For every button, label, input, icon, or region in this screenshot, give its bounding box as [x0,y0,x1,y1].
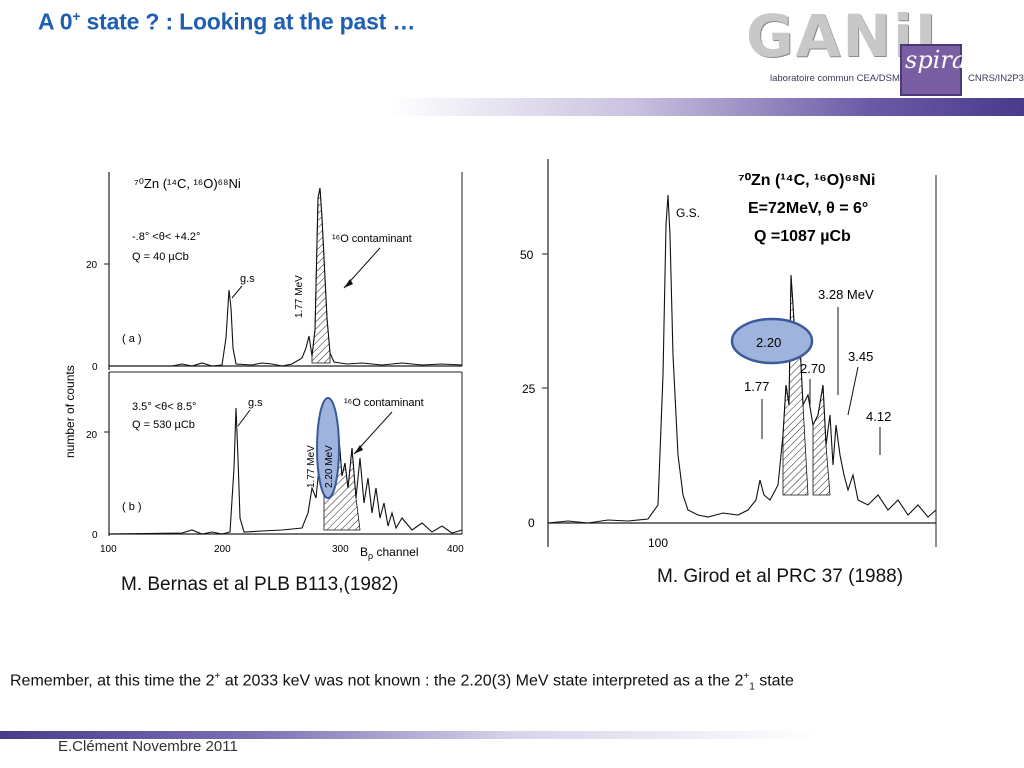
figure-right-spectrum: 50 25 0 100 ⁷⁰Zn (¹⁴C, ¹⁶O)⁶⁸Ni E=72MeV,… [508,155,938,555]
slide-footer: E.Clément Novembre 2011 [58,738,238,755]
x-tick-400: 400 [447,544,464,555]
panel-b-gs-pointer [237,409,251,427]
figure-right-svg: 50 25 0 100 ⁷⁰Zn (¹⁴C, ¹⁶O)⁶⁸Ni E=72MeV,… [520,159,937,550]
title-superscript: + [72,8,81,24]
caption-left: M. Bernas et al PLB B113,(1982) [121,574,399,595]
panel-a-label: ( a ) [122,333,142,345]
panel-a-reaction: ⁷⁰Zn (¹⁴C, ¹⁶O)⁶⁸Ni [134,176,241,191]
panel-b-contaminant-label: ¹⁶O contaminant [344,397,424,409]
right-peak-270: 2.70 [800,361,825,376]
right-peak-328: 3.28 MeV [818,287,874,302]
panel-a-contaminant-label: ¹⁶O contaminant [332,233,412,245]
remember-note: Remember, at this time the 2+ at 2033 ke… [10,671,794,693]
header-gradient-bar [0,98,1024,116]
note-sup2: + [743,671,750,682]
right-gs-label: G.S. [676,206,700,220]
note-sup1: + [214,671,221,682]
right-hatched-peak-270 [812,384,831,496]
panel-a-angle: -.8° <θ< +4.2° [132,231,200,243]
figure-left-svg: 20 0 20 0 number of counts 100 200 300 4… [63,172,464,561]
title-rest: state ? : Looking at the past … [80,8,416,35]
panel-b-peak-177: 1.77 MeV [306,445,317,488]
logo-lab-left: laboratoire commun CEA/DSM [770,73,900,84]
right-peak-220: 2.20 [756,335,781,350]
right-peak-345: 3.45 [848,349,873,364]
panel-b-highlight-ellipse [316,397,340,499]
note-part2: at 2033 keV was not known : the 2.20(3) … [220,672,744,690]
right-peak-345-line [847,366,859,416]
slide-title: A 0+ state ? : Looking at the past … [38,8,415,36]
right-reaction: ⁷⁰Zn (¹⁴C, ¹⁶O)⁶⁸Ni [738,172,875,189]
title-main: A 0 [38,8,73,35]
right-spectrum [547,194,937,524]
x-tick-100: 100 [100,544,117,555]
figure-left-ylabel: number of counts [63,365,77,458]
right-highlight-ellipse [730,317,814,365]
note-sub2: 1 [749,681,755,693]
right-xtick-100: 100 [648,536,668,550]
right-energy: E=72MeV, θ = 6° [748,200,868,217]
x-tick-200: 200 [214,544,231,555]
right-peak-177: 1.77 [744,379,769,394]
panel-b-gs-label: g.s [248,397,263,409]
panel-a-ytick-20: 20 [86,260,98,271]
panel-a-gs-label: g.s [240,273,255,285]
right-charge: Q =1087 µCb [754,228,851,245]
logo-lab-right: CNRS/IN2P3 [968,73,1024,84]
ganil-logo: GANiL spiral2 laboratoire commun CEA/DSM… [740,0,1024,98]
x-tick-300: 300 [332,544,349,555]
panel-b-charge: Q = 530 µCb [132,419,195,431]
figure-left-xlabel: Bρ channel [360,545,419,561]
right-ytick-50: 50 [520,248,534,262]
panel-a-peak-177: 1.77 MeV [294,275,305,318]
note-part3: state [754,672,794,690]
footer-gradient-bar [0,731,1024,739]
note-part1: Remember, at this time the 2 [10,672,215,690]
panel-a-charge: Q = 40 µCb [132,251,189,263]
panel-a-arrowhead [344,279,353,288]
figure-left-spectra: 20 0 20 0 number of counts 100 200 300 4… [62,158,472,568]
panel-b-arrowhead [354,445,363,454]
panel-a-contaminant-peak [311,187,331,364]
caption-right: M. Girod et al PRC 37 (1988) [657,566,904,587]
panel-b-peak-220: 2.20 MeV [324,445,335,488]
panel-b-angle: 3.5° <θ< 8.5° [132,401,196,413]
panel-a-ytick-0: 0 [92,362,98,373]
right-ytick-25: 25 [522,382,536,396]
right-peak-412: 4.12 [866,409,891,424]
right-hatched-peak-220 [782,274,809,496]
panel-b-ytick-20: 20 [86,430,98,441]
right-ytick-0: 0 [528,516,535,530]
logo-spiral-text: spiral2 [905,46,990,74]
panel-b-ytick-0: 0 [92,530,98,541]
panel-a-gs-pointer [231,285,243,299]
panel-b-label: ( b ) [122,501,142,513]
panel-a-spectrum [109,187,463,367]
logo-spiral-box [900,44,962,96]
